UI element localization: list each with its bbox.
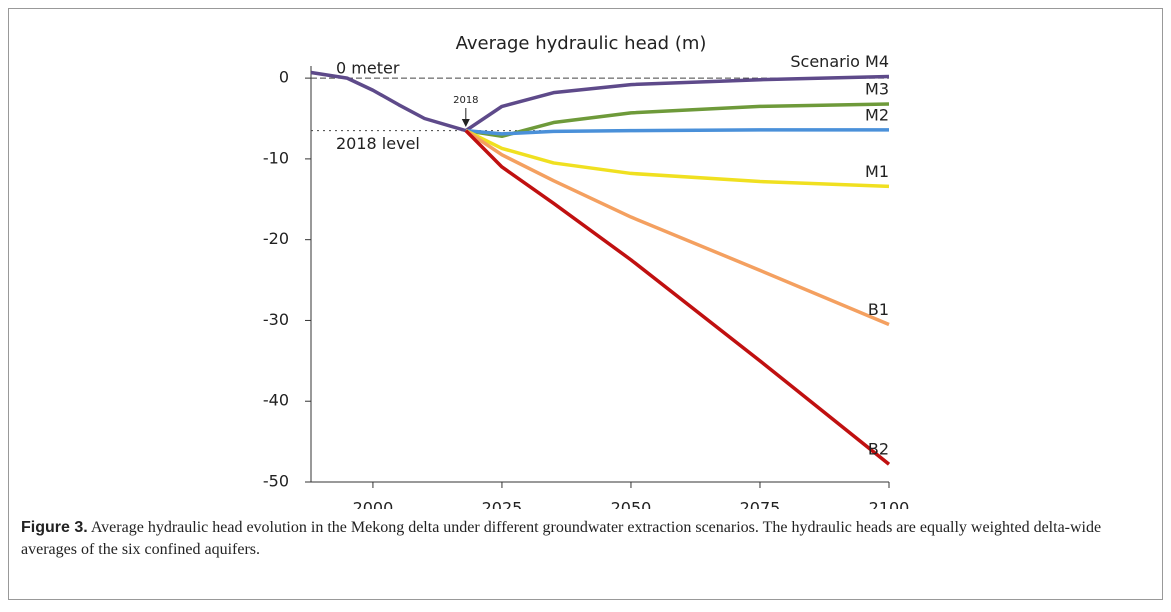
series-line: [465, 128, 889, 136]
series-line: [465, 102, 890, 139]
annotation-label: 2018: [453, 95, 478, 106]
y-tick-label: -20: [263, 229, 289, 248]
x-tick-label: 2025: [482, 499, 523, 510]
series-line: [464, 74, 890, 133]
caption-label: Figure 3.: [21, 519, 88, 536]
chart: Average hydraulic head (m) 0 -10 -20 -30 -40…: [263, 33, 910, 510]
series-label: M1: [865, 162, 889, 181]
reference-label: 0 meter: [336, 59, 400, 78]
x-tick-label: 2000: [353, 499, 394, 510]
x-tick-label: 2075: [740, 499, 781, 510]
series-line: [310, 70, 467, 133]
x-tick-label: 2100: [869, 499, 910, 510]
series-label: M2: [865, 105, 889, 124]
series-label: Scenario M4: [790, 52, 889, 71]
figure: Average hydraulic head (m) 0 -10 -20 -30 -40…: [8, 8, 1163, 600]
series-line: [465, 129, 890, 189]
chart-title: Average hydraulic head (m): [456, 33, 707, 54]
series-line: [464, 129, 891, 466]
series-line: [464, 129, 890, 327]
x-tick-label: 2050: [611, 499, 652, 510]
y-tick-label: -40: [263, 391, 289, 410]
series-label: M3: [865, 79, 889, 98]
series-label: B2: [868, 440, 889, 459]
annotation-arrowhead: [461, 119, 470, 127]
y-tick-label: -50: [263, 472, 289, 491]
caption-text: Average hydraulic head evolution in the …: [21, 519, 1102, 558]
series-label: B1: [868, 300, 889, 319]
y-tick-label: 0: [279, 68, 289, 87]
caption: Figure 3. Average hydraulic head evoluti…: [21, 517, 1141, 561]
reference-label: 2018 level: [336, 134, 420, 153]
y-tick-label: -30: [263, 310, 289, 329]
y-tick-label: -10: [263, 148, 289, 167]
